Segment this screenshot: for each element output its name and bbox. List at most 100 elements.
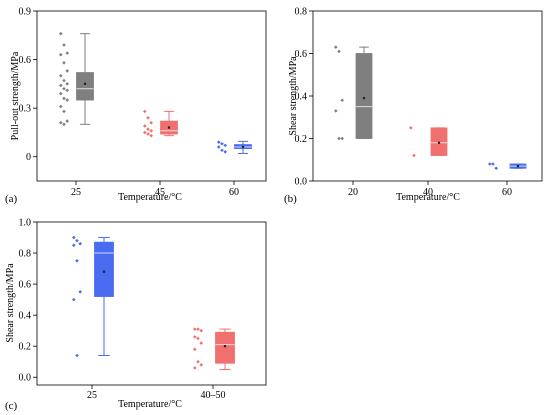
x-tick-label: 40 <box>423 187 433 198</box>
mean-marker <box>83 82 87 85</box>
data-point <box>75 259 79 263</box>
y-ticks-c: 0.0 0.2 0.4 0.6 0.8 1.0 <box>19 218 37 384</box>
panel-a: 0 0.3 0.6 0.9 25 45 60 Temperature/°C Pull-ou… <box>5 7 267 205</box>
y-tick-label: 0.6 <box>19 55 32 66</box>
data-point <box>193 335 197 339</box>
data-point <box>199 341 203 345</box>
data-point <box>65 98 69 102</box>
x-ticks-a: 25 45 60 <box>71 181 239 198</box>
box-body <box>76 72 94 101</box>
data-point <box>146 132 150 136</box>
y-tick-label: 0 <box>26 152 31 163</box>
data-point <box>217 140 221 144</box>
y-tick-label: 0.0 <box>295 177 308 188</box>
data-point <box>149 133 153 138</box>
data-point <box>337 136 341 141</box>
data-point <box>65 82 69 86</box>
x-tick-label: 60 <box>502 187 512 198</box>
data-point <box>149 129 153 133</box>
data-point <box>62 61 66 65</box>
data-point <box>196 359 200 364</box>
data-point <box>65 119 69 123</box>
box-body <box>355 53 373 139</box>
data-point <box>143 109 147 114</box>
y-tick-label: 0.4 <box>295 92 308 103</box>
mean-marker <box>167 126 171 129</box>
data-point <box>340 98 344 103</box>
data-point <box>334 109 338 113</box>
mean-marker <box>223 345 227 348</box>
data-point <box>146 116 150 120</box>
data-point <box>193 327 197 331</box>
data-point <box>193 347 197 352</box>
panel-label-a: (a) <box>5 193 18 205</box>
data-point <box>337 49 341 54</box>
y-tick-label: 0.4 <box>19 311 32 322</box>
x-tick-label: 25 <box>87 390 97 401</box>
plot-frame-a <box>36 10 267 182</box>
y-tick-label: 0.2 <box>295 134 308 145</box>
y-axis-label-a: Pull-out strength/MPa <box>10 51 21 140</box>
panel-label-c: (c) <box>5 400 18 412</box>
data-point <box>409 126 413 130</box>
x-ticks-c: 25 40–50 <box>87 385 226 401</box>
data-point <box>146 127 150 131</box>
data-point <box>491 162 495 166</box>
data-point <box>494 166 498 171</box>
mean-marker <box>516 165 520 168</box>
data-point <box>72 235 76 240</box>
data-point <box>62 109 66 114</box>
x-tick-label: 45 <box>155 187 165 198</box>
data-point <box>59 83 63 88</box>
data-point <box>488 162 492 166</box>
data-point <box>62 122 66 127</box>
y-tick-label: 0.2 <box>19 342 32 353</box>
marks-a <box>59 31 252 154</box>
mean-marker <box>437 141 441 144</box>
data-point <box>193 366 197 370</box>
y-tick-label: 0.6 <box>295 49 308 60</box>
data-point <box>199 363 203 367</box>
y-tick-label: 0.6 <box>19 280 32 291</box>
y-axis-label-c: Shear strength/MPa <box>5 263 16 343</box>
data-point <box>149 120 153 125</box>
data-point <box>65 88 69 93</box>
x-tick-label: 40–50 <box>201 390 226 401</box>
data-point <box>62 43 66 47</box>
data-point <box>59 31 63 36</box>
x-tick-label: 25 <box>71 187 81 198</box>
panel-b: 0.0 0.2 0.4 0.6 0.8 20 40 60 Temperature/°C Sh… <box>284 7 543 205</box>
x-axis-label-c: Temperature/°C <box>118 399 182 410</box>
data-point <box>143 130 147 135</box>
data-point <box>59 104 63 109</box>
y-ticks-b: 0.0 0.2 0.4 0.6 0.8 <box>295 7 313 188</box>
data-point <box>62 96 66 101</box>
x-ticks-b: 20 40 60 <box>348 181 512 198</box>
data-point <box>196 327 200 331</box>
data-point <box>65 51 69 55</box>
x-axis-label-b: Temperature/°C <box>396 192 460 203</box>
y-tick-label: 0.0 <box>19 373 32 384</box>
box-body <box>94 241 114 297</box>
y-tick-label: 0.9 <box>19 7 32 18</box>
data-point <box>340 136 344 141</box>
marks-c <box>72 235 235 370</box>
data-point <box>59 120 63 125</box>
y-tick-label: 0.8 <box>19 249 32 260</box>
data-point <box>59 73 63 78</box>
box-body <box>215 331 235 364</box>
data-point <box>78 241 82 246</box>
data-point <box>223 143 227 148</box>
data-point <box>199 328 203 333</box>
x-axis-label-a: Temperature/°C <box>118 192 182 203</box>
x-tick-label: 20 <box>348 187 358 198</box>
data-point <box>78 290 82 294</box>
panel-c: 0.0 0.2 0.4 0.6 0.8 1.0 25 40–50 Temperature/°… <box>5 218 267 412</box>
x-tick-label: 60 <box>229 187 239 198</box>
plot-frame-c <box>36 221 267 386</box>
data-point <box>72 297 76 302</box>
data-point <box>62 86 66 91</box>
plot-frame-b <box>312 10 543 182</box>
panel-label-b: (b) <box>284 193 297 205</box>
